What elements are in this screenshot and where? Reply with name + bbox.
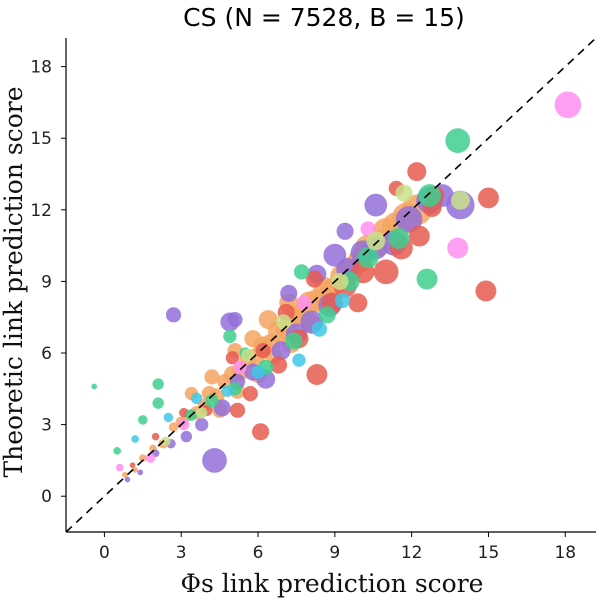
x-axis-ticks: 0 3 6 9 12 15 18 <box>99 532 576 563</box>
scatter-point <box>152 397 164 409</box>
scatter-point <box>163 412 174 423</box>
scatter-point <box>255 343 271 359</box>
y-tick-label: 9 <box>41 272 52 292</box>
scatter-point <box>205 394 219 408</box>
y-tick-label: 6 <box>41 344 52 364</box>
scatter-point <box>407 162 427 182</box>
scatter-point <box>280 284 298 302</box>
scatter-point <box>129 462 136 469</box>
scatter-point <box>204 369 220 385</box>
scatter-point <box>418 184 441 207</box>
scatter-point <box>229 402 246 418</box>
scatter-point <box>318 306 336 324</box>
y-axis-label: Theoretic link prediction score <box>0 86 28 477</box>
scatter-point <box>145 453 156 463</box>
scatter-point <box>296 295 312 311</box>
scatter-point <box>131 435 139 443</box>
scatter-point <box>139 454 147 462</box>
scatter-point <box>225 351 240 365</box>
scatter-point <box>388 228 410 249</box>
y-axis-ticks: 0 3 6 9 12 15 18 <box>30 58 66 507</box>
scatter-point <box>395 206 423 233</box>
chart-title: CS (N = 7528, B = 15) <box>183 3 465 32</box>
scatter-point <box>478 187 499 209</box>
scatter-point <box>450 190 470 210</box>
scatter-point <box>244 330 262 348</box>
scatter-point <box>323 243 347 267</box>
scatter-point <box>151 432 160 441</box>
scatter-point <box>554 91 582 119</box>
scatter-point <box>475 280 497 302</box>
scatter-point <box>334 292 351 309</box>
scatter-point <box>373 259 399 285</box>
scatter-point <box>113 447 122 455</box>
scatter-points <box>91 91 582 483</box>
scatter-point <box>258 310 278 330</box>
diagonal-reference-line <box>65 37 597 533</box>
x-tick-label: 0 <box>99 543 110 563</box>
scatter-point <box>416 268 438 290</box>
scatter-point <box>357 247 379 269</box>
scatter-point <box>195 417 209 432</box>
scatter-point <box>331 272 349 290</box>
scatter-point <box>168 422 179 432</box>
scatter-point <box>137 469 144 476</box>
scatter-point <box>408 225 430 247</box>
y-tick-label: 3 <box>41 416 52 436</box>
scatter-point <box>285 332 303 350</box>
scatter-point <box>165 307 182 323</box>
scatter-point <box>305 270 323 288</box>
scatter-point <box>445 128 471 153</box>
scatter-point <box>311 321 328 337</box>
scatter-point <box>221 385 234 397</box>
y-tick-label: 12 <box>30 201 52 221</box>
scatter-point <box>138 415 148 425</box>
scatter-point <box>252 423 270 441</box>
y-tick-label: 18 <box>30 58 52 78</box>
x-tick-label: 9 <box>329 543 340 563</box>
scatter-point <box>306 364 328 385</box>
scatter-point <box>447 237 469 259</box>
scatter-point <box>196 406 208 419</box>
scatter-point <box>202 448 227 473</box>
scatter-point <box>271 341 291 361</box>
y-tick-label: 15 <box>30 129 52 149</box>
scatter-point <box>336 222 354 240</box>
scatter-point <box>223 329 237 343</box>
scatter-point <box>161 436 171 447</box>
scatter-point <box>190 392 203 405</box>
scatter-point <box>115 463 124 472</box>
scatter-point <box>178 418 190 431</box>
scatter-point <box>292 353 306 367</box>
scatter-point <box>220 312 240 332</box>
x-axis-label: Φs link prediction score <box>181 569 484 598</box>
x-tick-label: 6 <box>253 543 264 563</box>
scatter-point <box>293 264 310 280</box>
scatter-point <box>366 231 386 251</box>
scatter-point <box>132 467 138 473</box>
scatter-point <box>269 356 288 374</box>
scatter-point <box>233 360 247 374</box>
scatter-point <box>124 476 131 483</box>
x-tick-label: 15 <box>478 543 500 563</box>
scatter-point <box>395 184 413 202</box>
scatter-point <box>242 385 258 402</box>
scatter-point <box>180 430 193 443</box>
x-tick-label: 3 <box>176 543 187 563</box>
y-tick-label: 0 <box>41 487 52 507</box>
scatter-point <box>348 293 368 313</box>
scatter-point <box>152 378 164 390</box>
scatter-point <box>91 383 98 390</box>
scatter-point <box>251 365 265 379</box>
scatter-point <box>364 193 388 217</box>
scatter-point <box>122 471 128 478</box>
scatter-point <box>276 314 292 330</box>
scatter-point <box>241 348 255 363</box>
x-tick-label: 18 <box>554 543 576 563</box>
x-tick-label: 12 <box>401 543 423 563</box>
